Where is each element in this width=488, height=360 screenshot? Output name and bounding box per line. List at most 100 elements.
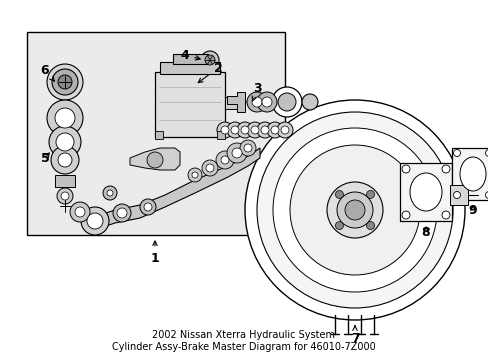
Circle shape [336,192,372,228]
Circle shape [87,213,103,229]
Text: 2: 2 [198,62,222,82]
Circle shape [55,108,75,128]
Circle shape [271,87,302,117]
Text: 6: 6 [41,63,54,81]
Circle shape [270,126,279,134]
Circle shape [251,97,262,107]
Circle shape [278,93,295,111]
Bar [160,62,220,74]
Circle shape [216,151,234,169]
Circle shape [257,92,276,112]
Circle shape [485,192,488,198]
Circle shape [302,94,317,110]
Circle shape [335,190,343,198]
Circle shape [187,168,202,182]
Text: 2002 Nissan Xterra Hydraulic System
Cylinder Assy-Brake Master Diagram for 46010: 2002 Nissan Xterra Hydraulic System Cyli… [112,330,375,352]
Circle shape [240,140,256,156]
Circle shape [217,122,232,138]
Circle shape [257,122,272,138]
Circle shape [250,126,259,134]
Circle shape [221,126,228,134]
Text: 1: 1 [150,241,159,265]
Circle shape [366,190,374,198]
Bar [451,148,488,200]
Polygon shape [90,148,260,228]
Circle shape [241,126,248,134]
Circle shape [246,92,266,112]
Circle shape [237,122,252,138]
Circle shape [58,75,72,89]
Circle shape [49,126,81,158]
Circle shape [221,156,228,164]
Circle shape [261,126,268,134]
Circle shape [231,148,242,158]
Circle shape [441,165,449,173]
Circle shape [257,112,452,308]
Ellipse shape [409,173,441,211]
Circle shape [57,188,73,204]
Circle shape [401,165,409,173]
Circle shape [276,122,292,138]
Text: 5: 5 [41,152,49,165]
Bar [55,175,75,187]
Circle shape [117,208,127,218]
Circle shape [140,199,156,215]
Polygon shape [449,185,467,205]
Text: 3: 3 [252,81,262,101]
Circle shape [281,126,288,134]
Circle shape [56,133,74,151]
Circle shape [485,149,488,157]
Circle shape [52,69,78,95]
Circle shape [47,64,83,100]
Bar [155,131,163,139]
Text: 8: 8 [421,225,429,239]
Circle shape [70,202,90,222]
Polygon shape [130,148,180,170]
Circle shape [147,152,163,168]
Circle shape [75,207,85,217]
Circle shape [345,200,364,220]
Circle shape [58,153,72,167]
Bar [399,163,451,221]
Circle shape [266,122,283,138]
Text: 4: 4 [180,49,200,62]
Circle shape [230,126,239,134]
Circle shape [192,172,198,178]
Circle shape [226,143,246,163]
Circle shape [244,144,251,152]
Circle shape [289,145,419,275]
Circle shape [335,221,343,230]
Circle shape [113,204,131,222]
Polygon shape [226,92,244,112]
Circle shape [201,51,219,69]
Ellipse shape [459,157,485,191]
Bar [155,72,224,137]
Circle shape [226,122,243,138]
Circle shape [452,192,460,198]
Circle shape [401,211,409,219]
Circle shape [202,160,218,176]
Circle shape [204,55,215,65]
Bar [27,32,285,235]
Text: 7: 7 [350,326,359,345]
Circle shape [246,122,263,138]
Bar [173,54,207,64]
Circle shape [272,128,436,292]
Circle shape [441,211,449,219]
Circle shape [326,182,382,238]
Circle shape [244,100,464,320]
Circle shape [61,192,69,200]
Text: 9: 9 [468,203,476,216]
Circle shape [81,207,109,235]
Circle shape [103,186,117,200]
Circle shape [143,203,152,211]
Circle shape [47,100,83,136]
Circle shape [452,149,460,157]
Circle shape [51,146,79,174]
Circle shape [205,164,214,172]
Bar [217,131,224,139]
Circle shape [366,221,374,230]
Circle shape [107,190,113,196]
Bar [224,97,240,109]
Circle shape [262,97,271,107]
